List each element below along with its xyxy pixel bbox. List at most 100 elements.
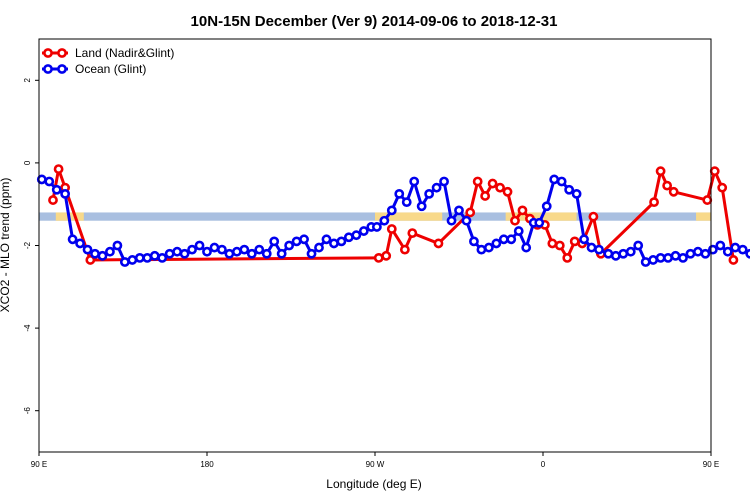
- legend-item-land: Land (Nadir&Glint): [42, 46, 174, 60]
- data-point: [517, 205, 528, 216]
- chart-title: 10N-15N December (Ver 9) 2014-09-06 to 2…: [191, 13, 558, 30]
- data-point: [655, 252, 666, 263]
- data-point: [469, 236, 479, 247]
- data-point: [461, 215, 472, 226]
- data-point: [685, 248, 696, 259]
- data-point: [649, 197, 659, 208]
- data-point: [562, 252, 573, 263]
- data-point: [85, 255, 96, 265]
- data-point: [127, 255, 138, 265]
- x-tick-label: 0: [541, 460, 546, 469]
- data-point: [60, 188, 71, 199]
- data-point: [358, 226, 369, 236]
- data-point: [134, 252, 145, 263]
- legend: Land (Nadir&Glint) Ocean (Glint): [42, 46, 174, 76]
- data-point: [625, 246, 636, 257]
- data-point: [513, 226, 524, 236]
- legend-item-ocean: Ocean (Glint): [42, 62, 146, 76]
- legend-label: Ocean (Glint): [75, 62, 146, 76]
- data-point: [655, 166, 666, 177]
- data-point: [709, 166, 720, 177]
- data-point: [569, 236, 580, 247]
- data-point: [717, 182, 728, 193]
- data-point: [588, 211, 599, 222]
- data-series: [36, 164, 750, 267]
- data-point: [261, 248, 272, 259]
- data-point: [521, 242, 532, 253]
- y-tick-label: -4: [23, 324, 32, 332]
- data-point: [534, 217, 545, 228]
- data-point: [401, 197, 412, 208]
- x-tick-label: 90 E: [703, 460, 719, 469]
- series-ocean: [36, 174, 750, 267]
- data-point: [541, 201, 552, 212]
- data-point: [373, 252, 384, 263]
- data-point: [105, 246, 115, 257]
- data-point: [51, 184, 62, 195]
- data-point: [276, 248, 287, 259]
- data-point: [547, 238, 558, 249]
- data-point: [381, 250, 392, 261]
- data-point: [603, 248, 614, 259]
- data-point: [433, 238, 444, 249]
- data-point: [728, 255, 739, 265]
- data-point: [633, 240, 644, 251]
- data-point: [640, 257, 651, 267]
- data-point: [291, 236, 302, 247]
- legend-marker: [43, 48, 53, 58]
- data-point: [446, 215, 457, 226]
- data-point: [549, 174, 560, 185]
- data-point: [730, 242, 741, 253]
- data-point: [416, 201, 427, 212]
- data-point: [217, 244, 227, 255]
- data-point: [67, 234, 78, 245]
- data-point: [700, 248, 711, 259]
- data-point: [556, 176, 567, 187]
- data-point: [314, 242, 324, 253]
- data-point: [209, 242, 220, 253]
- data-point: [202, 246, 212, 257]
- y-axis-label: XCO2 - MLO trend (ppm): [0, 178, 12, 313]
- data-point: [571, 188, 582, 199]
- data-point: [670, 250, 681, 261]
- data-point: [379, 215, 390, 226]
- data-point: [424, 188, 435, 199]
- x-tick-label: 90 E: [31, 460, 47, 469]
- data-point: [179, 248, 190, 259]
- data-point: [44, 176, 55, 187]
- data-point: [336, 236, 347, 247]
- data-point: [564, 184, 575, 195]
- data-point: [386, 224, 397, 234]
- data-point: [407, 228, 418, 239]
- data-point: [594, 244, 604, 255]
- data-point: [668, 186, 679, 197]
- data-point: [483, 242, 494, 253]
- data-point: [399, 244, 410, 255]
- data-point: [157, 252, 168, 263]
- data-point: [722, 246, 733, 257]
- data-point: [648, 255, 659, 265]
- data-point: [662, 180, 673, 191]
- data-point: [498, 234, 509, 245]
- data-point: [329, 238, 339, 249]
- data-point: [351, 230, 362, 241]
- data-point: [439, 176, 449, 187]
- y-tick-label: -2: [23, 241, 32, 249]
- data-point: [321, 234, 332, 245]
- data-point: [480, 191, 491, 201]
- data-point: [702, 195, 713, 205]
- data-point: [491, 238, 502, 249]
- data-point: [149, 250, 160, 261]
- data-point: [306, 248, 317, 259]
- data-point: [610, 250, 621, 261]
- data-point: [82, 244, 93, 255]
- data-point: [142, 252, 153, 263]
- y-tick-label: -6: [23, 407, 32, 415]
- data-point: [510, 215, 520, 226]
- data-point: [476, 244, 487, 255]
- data-point: [231, 246, 242, 257]
- x-tick-label: 180: [200, 460, 214, 469]
- data-point: [693, 246, 703, 257]
- data-point: [119, 257, 130, 267]
